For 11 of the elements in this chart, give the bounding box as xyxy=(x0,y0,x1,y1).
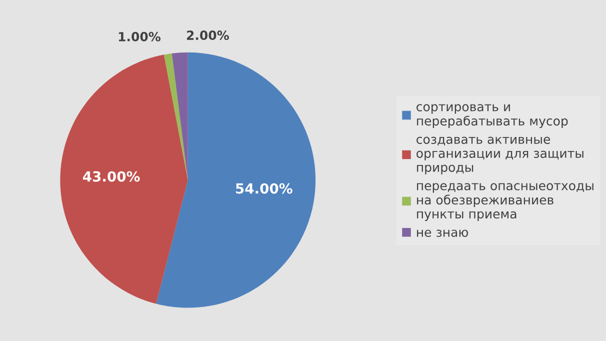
pie-slice xyxy=(60,54,188,304)
data-label: 54.00% xyxy=(236,183,292,194)
legend-label: сортировать и перерабатывать мусор xyxy=(416,104,568,128)
legend-label: не знаю xyxy=(417,230,468,237)
data-label: 1.00% xyxy=(118,32,161,42)
data-label: 2.00% xyxy=(186,30,229,40)
pie-slice xyxy=(164,53,188,180)
data-label: 43.00% xyxy=(82,171,140,182)
pie-slice xyxy=(172,52,188,180)
pie-slice xyxy=(156,52,316,308)
legend-label: создавать активные организации для защиты природы xyxy=(416,136,584,174)
